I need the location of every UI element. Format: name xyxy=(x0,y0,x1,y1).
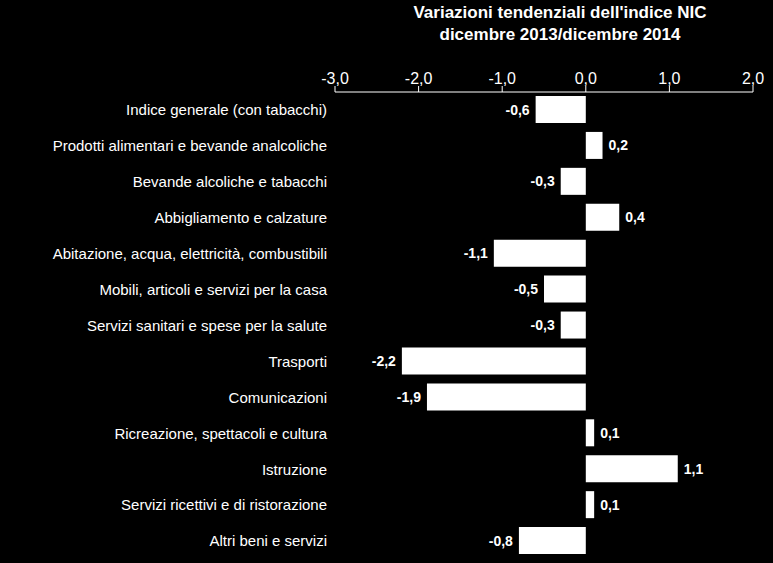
html-text:dicembre 2013/dicembre 2014: dicembre 2013/dicembre 2014 xyxy=(439,25,681,44)
svg-text:1,0: 1,0 xyxy=(658,70,680,87)
svg-text:Mobili, articoli e servizi per: Mobili, articoli e servizi per la casa xyxy=(99,281,327,298)
svg-text:-2,0: -2,0 xyxy=(405,70,433,87)
svg-text:0,1: 0,1 xyxy=(600,497,620,513)
svg-text:-1,9: -1,9 xyxy=(397,389,421,405)
svg-text:Ricreazione, spettacoli e cult: Ricreazione, spettacoli e cultura xyxy=(114,425,327,442)
svg-text:Istruzione: Istruzione xyxy=(262,461,327,478)
svg-text:Comunicazioni: Comunicazioni xyxy=(229,389,327,406)
svg-text:-0,8: -0,8 xyxy=(489,533,513,549)
svg-text:Altri beni e servizi: Altri beni e servizi xyxy=(209,532,327,549)
svg-text:-0,6: -0,6 xyxy=(506,102,530,118)
svg-text:-1,1: -1,1 xyxy=(464,245,488,261)
svg-text:0,0: 0,0 xyxy=(575,70,597,87)
svg-text:-3,0: -3,0 xyxy=(321,70,349,87)
svg-text:-0,5: -0,5 xyxy=(514,281,538,297)
svg-text:Indice generale (con tabacchi): Indice generale (con tabacchi) xyxy=(126,101,327,118)
svg-text:0,4: 0,4 xyxy=(625,209,645,225)
svg-text:-0,3: -0,3 xyxy=(531,173,555,189)
svg-text:-2,2: -2,2 xyxy=(372,353,396,369)
html-text:Variazioni tendenziali dell'in: Variazioni tendenziali dell'indice NIC xyxy=(413,3,707,22)
svg-text:Prodotti alimentari e bevande: Prodotti alimentari e bevande analcolich… xyxy=(53,137,327,154)
svg-text:-0,3: -0,3 xyxy=(531,317,555,333)
svg-text:Abitazione, acqua, elettricità: Abitazione, acqua, elettricità, combusti… xyxy=(53,245,327,262)
svg-text:2,0: 2,0 xyxy=(742,70,764,87)
svg-text:Servizi ricettivi e di ristora: Servizi ricettivi e di ristorazione xyxy=(121,496,327,513)
svg-text:1,1: 1,1 xyxy=(684,461,704,477)
svg-text:0,2: 0,2 xyxy=(609,137,629,153)
svg-text:Abbigliamento e calzature: Abbigliamento e calzature xyxy=(154,209,327,226)
svg-text:-1,0: -1,0 xyxy=(488,70,516,87)
svg-text:Servizi sanitari e spese per l: Servizi sanitari e spese per la salute xyxy=(87,317,327,334)
svg-text:0,1: 0,1 xyxy=(600,425,620,441)
svg-text:Bevande alcoliche e tabacchi: Bevande alcoliche e tabacchi xyxy=(133,173,327,190)
svg-text:Trasporti: Trasporti xyxy=(268,353,327,370)
